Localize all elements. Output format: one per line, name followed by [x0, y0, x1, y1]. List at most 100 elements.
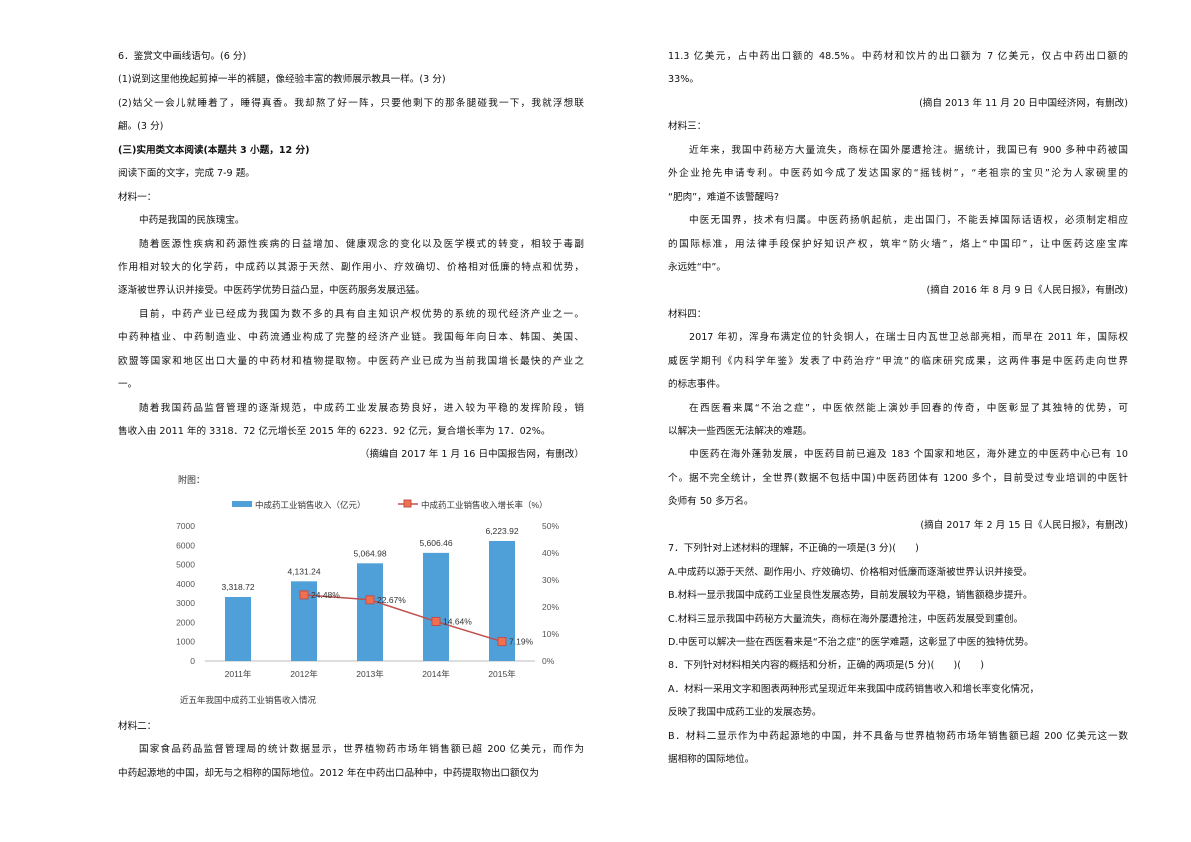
bar: [423, 552, 449, 661]
text-line: 中药种植业、中药制造业、中药流通业构成了完整的经济产业链。我国每年向日本、韩国、…: [118, 332, 584, 344]
paragraph: 11.3 亿美元，占中药出口额的 48.5%。中药材和饮片的出口额为 7 亿美元…: [668, 45, 1128, 92]
y-left-tick: 3000: [176, 598, 195, 608]
text-line: 33%。: [668, 74, 699, 86]
text-line: 随着我国药品监督管理的逐渐规范，中成药工业发展态势良好，进入较为平稳的发挥阶段，…: [139, 402, 584, 414]
left-column: 6．鉴赏文中画线语句。(6 分) (1)说到这里他挽起剪掉一半的裤腿，像经验丰富的…: [118, 45, 584, 785]
sales-chart: 附图： 中成药工业销售收入（亿元） 中成药工业销售收入增长率（%） 0 1000 2000…: [118, 467, 584, 715]
y-right-tick: 40%: [542, 548, 559, 558]
text-line: 一。: [118, 379, 138, 391]
paragraph: 材料四：: [668, 303, 1128, 326]
y-right-tick: 10%: [542, 629, 559, 639]
paragraph: B．材料二显示作为中药起源地的中国，并不具备与世界植物药市场年销售额已超 200…: [668, 725, 1128, 772]
text-line: 材料二：: [118, 720, 157, 732]
bar: [357, 563, 383, 661]
bar-value-label: 5,606.46: [419, 538, 452, 548]
text-line: 目前，中药产业已经成为我国为数不多的具有自主知识产权优势的系统的现代经济产业之一…: [139, 308, 584, 320]
bar-value-label: 6,223.92: [485, 526, 518, 536]
paragraph: 反映了我国中成药工业的发展态势。: [668, 701, 1128, 724]
x-tick: 2011年: [225, 669, 252, 679]
paragraph: 随着医源性疾病和药源性疾病的日益增加、健康观念的变化以及医学模式的转变，相较于毒…: [118, 233, 584, 303]
paragraph: B.材料一显示我国中成药工业呈良性发展态势，目前发展较为平稳，销售额稳步提升。: [668, 584, 1128, 607]
paragraph: D.中医可以解决一些在西医看来是“不治之症”的医学难题，这彰显了中医的独特优势。: [668, 631, 1128, 654]
x-tick: 2012年: [290, 669, 318, 679]
text-line: 2017 年初，浑身布满定位的针灸铜人，在瑞士日内瓦世卫总部亮相，而早在 201…: [689, 332, 1128, 344]
source-citation: (摘自 2013 年 11 月 20 日中国经济网，有删改): [668, 92, 1128, 115]
y-left-tick: 1000: [176, 637, 195, 647]
text-line: (摘自 2017 年 2 月 15 日《人民日报》，有删改): [920, 519, 1128, 531]
text-line: 国家食品药品监督管理局的统计数据显示，世界植物药市场年销售额已超 200 亿美元…: [139, 744, 584, 756]
source-citation: (摘自 2017 年 2 月 15 日《人民日报》，有删改): [668, 514, 1128, 537]
text-line: “肥肉”，难道不该警醒吗?: [668, 191, 779, 203]
text-line: 个。据不完全统计，全世界(数据不包括中国)中医药团体有 1200 多个，目前受过…: [668, 472, 1128, 484]
chart-caption: 近五年我国中成药工业销售收入情况: [180, 695, 317, 705]
growth-line: [303, 594, 503, 643]
y-left-tick: 6000: [176, 540, 195, 550]
text-line: B.材料一显示我国中成药工业呈良性发展态势，目前发展较为平稳，销售额稳步提升。: [668, 590, 1033, 602]
text-line: C.材料三显示我国中药秘方大量流失，商标在海外屡遭抢注，中医药发展受到重创。: [668, 613, 1024, 625]
growth-marker: [365, 595, 375, 605]
text-line: D.中医可以解决一些在西医看来是“不治之症”的医学难题，这彰显了中医的独特优势。: [668, 636, 1034, 648]
legend-bar-label: 中成药工业销售收入（亿元）: [255, 500, 366, 510]
text-line: 逐渐被世界认识并接受。中医药学优势日益凸显，中医药服务发展迅猛。: [118, 285, 425, 297]
text-line: B．材料二显示作为中药起源地的中国，并不具备与世界植物药市场年销售额已超 200…: [668, 730, 1128, 742]
text-line: 材料一：: [118, 191, 157, 203]
bar-value-label: 5,064.98: [353, 548, 386, 558]
text-line: 7．下列针对上述材料的理解，不正确的一项是(3 分)( ): [668, 543, 919, 555]
growth-value-label: 24.48%: [311, 590, 340, 600]
paragraph: 中医药在海外蓬勃发展，中医药目前已遍及 183 个国家和地区，海外建立的中医药中…: [668, 443, 1128, 513]
paragraph: 目前，中药产业已经成为我国为数不多的具有自主知识产权优势的系统的现代经济产业之一…: [118, 303, 584, 397]
paragraph: 阅读下面的文字，完成 7-9 题。: [118, 162, 584, 185]
growth-value-label: 7.19%: [509, 636, 534, 646]
y-left-tick: 2000: [176, 617, 195, 627]
text-line: 在西医看来属“不治之症”，中医依然能上演妙手回春的传奇，中医彰显了其独特的优势，…: [689, 402, 1128, 414]
text-line: 中药是我国的民族瑰宝。: [139, 215, 245, 227]
paragraph: 中药是我国的民族瑰宝。: [118, 209, 584, 232]
growth-value-label: 22.67%: [377, 595, 406, 605]
source-citation: （摘编自 2017 年 1 月 16 日中国报告网，有删改）: [118, 443, 584, 466]
x-tick: 2015年: [488, 669, 516, 679]
text-line: （摘编自 2017 年 1 月 16 日中国报告网，有删改）: [359, 449, 584, 461]
paragraph: 随着我国药品监督管理的逐渐规范，中成药工业发展态势良好，进入较为平稳的发挥阶段，…: [118, 397, 584, 444]
text-line: 作用相对较大的化学药，中成药以其源于天然、副作用小、疗效确切、价格相对低廉的特点…: [118, 261, 584, 273]
text-line: 材料四：: [668, 308, 707, 320]
y-right-tick: 0%: [542, 656, 555, 666]
text-line: 6．鉴赏文中画线语句。(6 分): [118, 51, 247, 62]
paragraph: 材料二：: [118, 715, 584, 738]
y-right-tick: 20%: [542, 602, 559, 612]
paragraph: 中医无国界，技术有归属。中医药扬帆起航，走出国门，不能丢掉国际话语权，必须制定相…: [668, 209, 1128, 279]
text-line: 8．下列针对材料相关内容的概括和分析，正确的两项是(5 分)( )( ): [668, 660, 984, 672]
text-line: (摘自 2016 年 8 月 9 日《人民日报》，有删改): [926, 285, 1128, 297]
paragraph: A．材料一采用文字和图表两种形式呈现近年来我国中成药销售收入和增长率变化情况，: [668, 678, 1128, 701]
growth-marker: [299, 590, 309, 600]
text-line: 近年来，我国中药秘方大量流失，商标在国外屡遭抢注。据统计，我国已有 900 多种…: [689, 144, 1128, 156]
paragraph: 在西医看来属“不治之症”，中医依然能上演妙手回春的传奇，中医彰显了其独特的优势，…: [668, 397, 1128, 444]
bar-value-label: 4,131.24: [287, 566, 320, 576]
paragraph: 2017 年初，浑身布满定位的针灸铜人，在瑞士日内瓦世卫总部亮相，而早在 201…: [668, 326, 1128, 396]
y-left-tick: 4000: [176, 579, 195, 589]
text-line: 外企业抢先申请专利。中医药如今成了发达国家的“摇钱树”，“老祖宗的宝贝”沦为人家…: [668, 168, 1128, 180]
y-left-tick: 5000: [176, 559, 195, 569]
legend-bar-swatch: [232, 500, 252, 507]
y-right-tick: 30%: [542, 575, 559, 585]
paragraph: (2)姑父一会儿就睡着了，睡得真香。我却熬了好一阵，只要他剩下的那条腿碰我一下，…: [118, 92, 584, 139]
text-line: 据相称的国际地位。: [668, 754, 755, 766]
chart-label: 附图：: [178, 474, 205, 485]
text-line: 中医无国界，技术有归属。中医药扬帆起航，走出国门，不能丢掉国际话语权，必须制定相…: [689, 215, 1128, 227]
growth-marker: [431, 616, 441, 626]
text-line: 翩。(3 分): [118, 121, 164, 133]
bar: [225, 596, 251, 661]
right-column: 11.3 亿美元，占中药出口额的 48.5%。中药材和饮片的出口额为 7 亿美元…: [668, 45, 1128, 772]
text-line: (摘自 2013 年 11 月 20 日中国经济网，有删改): [919, 97, 1128, 109]
text-line: (2)姑父一会儿就睡着了，睡得真香。我却熬了好一阵，只要他剩下的那条腿碰我一下，…: [118, 97, 584, 109]
text-line: 反映了我国中成药工业的发展态势。: [668, 707, 822, 719]
paragraph: 6．鉴赏文中画线语句。(6 分): [118, 45, 584, 68]
text-line: (三)实用类文本阅读(本题共 3 小题，12 分): [118, 144, 310, 156]
text-line: 材料三：: [668, 121, 707, 133]
source-citation: (摘自 2016 年 8 月 9 日《人民日报》，有删改): [668, 279, 1128, 302]
text-line: 随着医源性疾病和药源性疾病的日益增加、健康观念的变化以及医学模式的转变，相较于毒…: [139, 238, 584, 250]
paragraph: 8．下列针对材料相关内容的概括和分析，正确的两项是(5 分)( )( ): [668, 654, 1128, 677]
growth-value-label: 14.64%: [443, 616, 472, 626]
text-line: 阅读下面的文字，完成 7-9 题。: [118, 168, 255, 180]
paragraph: 材料三：: [668, 115, 1128, 138]
text-line: 11.3 亿美元，占中药出口额的 48.5%。中药材和饮片的出口额为 7 亿美元…: [668, 51, 1128, 62]
